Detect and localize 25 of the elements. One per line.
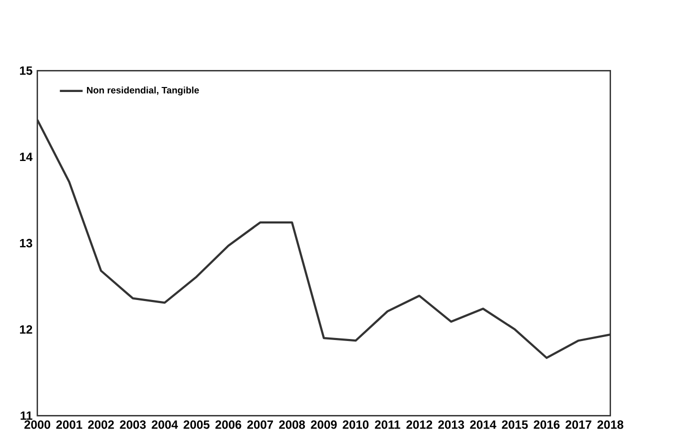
x-tick-label: 2000: [24, 420, 50, 429]
x-tick-label: 2017: [566, 420, 592, 429]
x-tick-label: 2014: [470, 420, 496, 429]
x-tick-label: 2003: [120, 420, 146, 429]
x-tick-label: 2007: [247, 420, 273, 429]
x-tick-label: 2016: [534, 420, 560, 429]
legend-label: Non residendial, Tangible: [86, 86, 199, 96]
x-tick-label: 2001: [56, 420, 82, 429]
x-tick-label: 2005: [184, 420, 210, 429]
x-tick-label: 2009: [310, 420, 337, 429]
x-tick-label: 2011: [374, 420, 400, 429]
x-tick-label: 2012: [406, 420, 432, 429]
x-tick-label: 2013: [438, 420, 464, 429]
y-tick-label: 12: [20, 325, 32, 334]
y-tick-label: 15: [20, 66, 32, 75]
x-tick-label: 2018: [597, 420, 624, 429]
x-tick-label: 2004: [152, 420, 178, 429]
x-tick-label: 2006: [215, 420, 242, 429]
y-tick-label: 13: [20, 238, 32, 248]
x-tick-label: 2010: [342, 420, 369, 429]
x-tick-label: 2015: [502, 420, 528, 429]
y-tick-label: 11: [20, 412, 32, 420]
y-tick-label: 14: [20, 152, 33, 162]
x-tick-label: 2002: [88, 420, 114, 429]
x-tick-label: 2008: [279, 420, 305, 429]
